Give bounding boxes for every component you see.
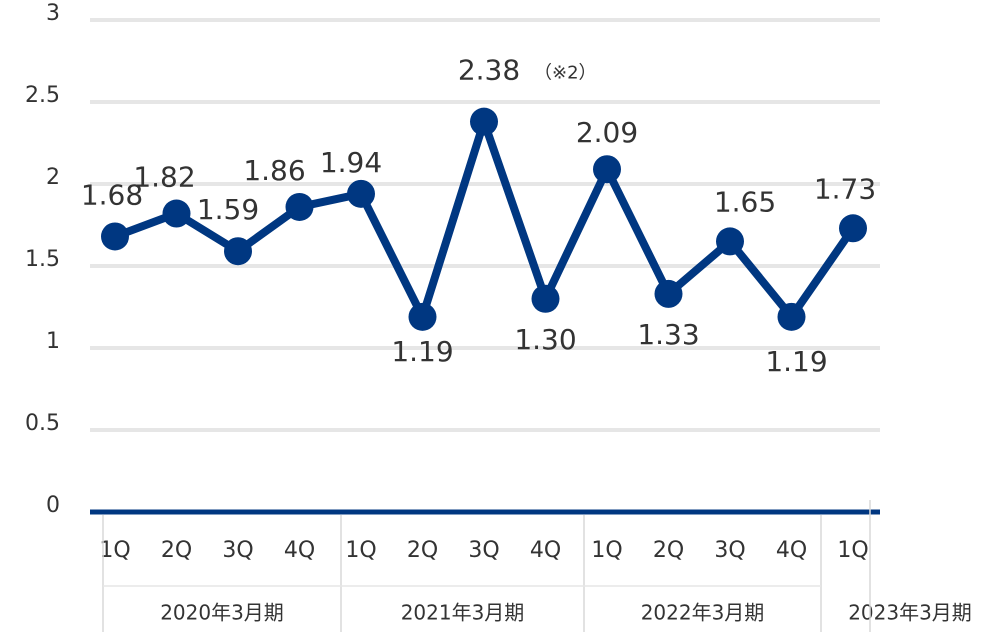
x-tick-label: 3Q — [468, 538, 499, 563]
x-tick-label: 4Q — [776, 538, 807, 563]
data-label: 2.09 — [576, 116, 638, 149]
point — [593, 155, 621, 184]
point — [777, 302, 806, 331]
group-label: 2021年3月期 — [401, 601, 525, 625]
x-tick-label: 4Q — [530, 538, 561, 563]
y-tick-label: 2.5 — [25, 83, 60, 108]
group-label: 2022年3月期 — [641, 601, 765, 625]
point — [470, 107, 498, 136]
y-tick-label: 0.5 — [25, 411, 60, 436]
y-tick-label: 1.5 — [25, 247, 60, 272]
data-label: 1.86 — [243, 154, 305, 187]
x-tick-label: 2Q — [407, 538, 438, 563]
group-label: 2020年3月期 — [160, 601, 284, 625]
data-label: 1.30 — [514, 323, 576, 356]
data-label: 1.94 — [320, 146, 382, 179]
data-label: 2.38 — [458, 54, 520, 87]
point — [716, 227, 744, 256]
y-tick-label: 0 — [46, 493, 60, 518]
data-label: 1.73 — [814, 172, 876, 205]
x-tick-label: 1Q — [99, 538, 130, 563]
point — [162, 199, 191, 228]
data-label: 1.33 — [637, 318, 699, 351]
point — [224, 237, 252, 266]
point — [654, 279, 683, 308]
data-label: 1.19 — [765, 345, 827, 378]
x-tick-label: 2Q — [161, 538, 192, 563]
point — [101, 222, 129, 251]
data-label: 1.19 — [391, 335, 453, 368]
point — [531, 284, 560, 313]
x-tick-label: 3Q — [714, 538, 745, 563]
point — [347, 179, 375, 208]
point — [839, 214, 867, 243]
data-label: 1.59 — [197, 193, 259, 226]
x-tick-label: 4Q — [284, 538, 315, 563]
x-tick-label: 2Q — [653, 538, 684, 563]
y-tick-label: 3 — [46, 1, 60, 26]
y-tick-label: 1 — [46, 329, 60, 354]
x-tick-label: 3Q — [222, 538, 253, 563]
x-tick-label: 1Q — [345, 538, 376, 563]
x-tick-label: 1Q — [591, 538, 622, 563]
point — [285, 192, 314, 221]
point — [408, 302, 437, 331]
data-label: 1.82 — [133, 161, 195, 194]
annotation: （※2） — [534, 63, 597, 84]
data-label: 1.68 — [81, 178, 143, 211]
x-tick-label: 1Q — [837, 538, 868, 563]
y-tick-label: 2 — [46, 165, 60, 190]
group-label: 2023年3月期 — [848, 601, 972, 625]
data-label: 1.65 — [714, 185, 776, 218]
